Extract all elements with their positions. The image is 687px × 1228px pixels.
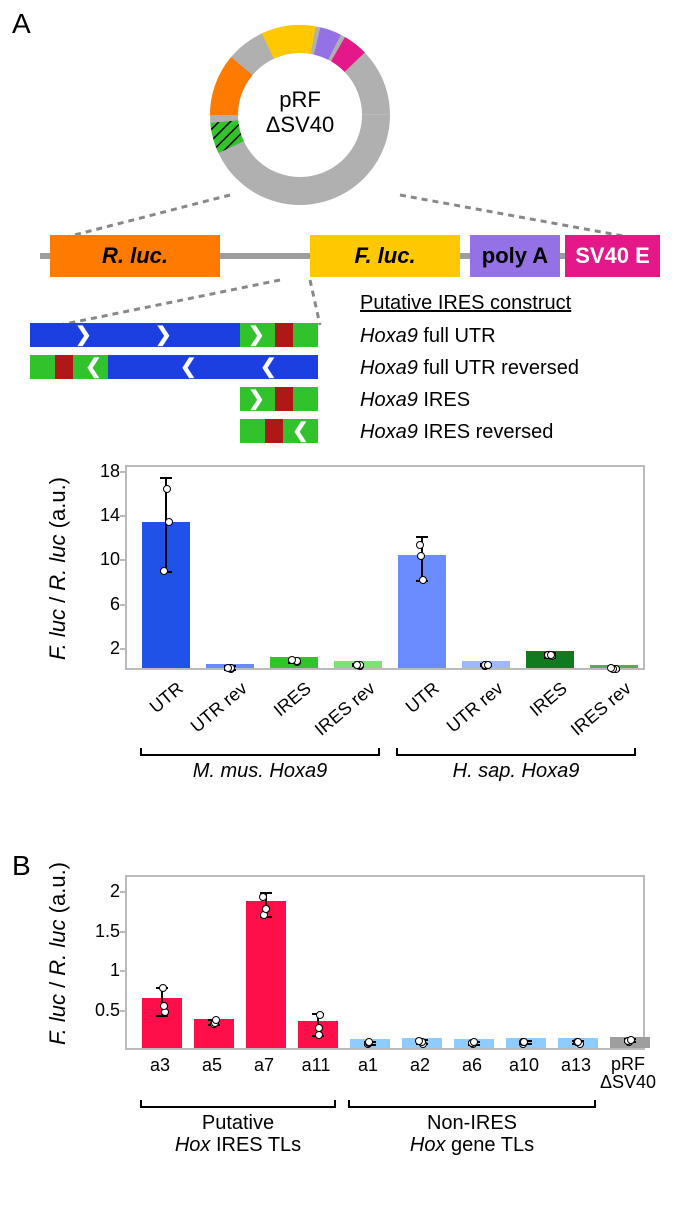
- construct-segment: [240, 419, 265, 443]
- group-label: H. sap. Hoxa9: [396, 760, 636, 783]
- group-label: M. mus. Hoxa9: [140, 760, 380, 783]
- y-tick: 10: [85, 549, 120, 570]
- data-point: [547, 651, 555, 659]
- y-tick: 6: [85, 594, 120, 615]
- y-tick: 1.5: [85, 921, 120, 942]
- chevron-icon: ❮: [292, 418, 309, 443]
- data-point: [288, 656, 296, 664]
- error-cap: [160, 477, 172, 479]
- x-label: a10: [496, 1055, 552, 1076]
- data-point: [353, 661, 361, 669]
- chart-a-plot: [125, 465, 645, 670]
- construct-row: ❮ ❮ ❮ Hoxa9 full UTR reversed: [30, 352, 660, 382]
- group-bracket: [348, 1100, 596, 1108]
- data-point: [316, 1011, 324, 1019]
- construct-label: Hoxa9 full UTR reversed: [360, 357, 579, 380]
- data-point: [315, 1024, 323, 1032]
- y-tick: 1: [85, 960, 120, 981]
- chevron-icon: ❮: [260, 354, 277, 379]
- panel-b-label: B: [12, 850, 31, 882]
- x-label: a13: [548, 1055, 604, 1076]
- y-tick: 2: [85, 638, 120, 659]
- chart-b-plot: [125, 875, 645, 1050]
- data-point: [160, 1002, 168, 1010]
- bar: [246, 901, 286, 1048]
- chart-a: F. luc / R. luc (a.u.) 26101418 UTRUTR r…: [65, 460, 655, 780]
- y-tick: 0.5: [85, 1000, 120, 1021]
- construct-segment: [30, 323, 240, 347]
- data-point: [417, 552, 425, 560]
- data-point: [159, 984, 167, 992]
- chart-a-ylabel: F. luc / R. luc (a.u.): [45, 477, 71, 660]
- data-point: [160, 567, 168, 575]
- error-cap: [416, 536, 428, 538]
- x-label: a1: [340, 1055, 396, 1076]
- construct-segment: [275, 387, 293, 411]
- construct-segment: [293, 323, 318, 347]
- group-label: Non-IRESHox gene TLs: [348, 1112, 596, 1156]
- linear-block: F. luc.: [310, 235, 460, 277]
- data-point: [574, 1038, 582, 1046]
- construct-row: ❯ Hoxa9 IRES: [30, 384, 660, 414]
- group-label: PutativeHox IRES TLs: [140, 1112, 336, 1156]
- x-label: a5: [184, 1055, 240, 1076]
- data-point: [262, 905, 270, 913]
- construct-row: ❯ ❯ ❯ Hoxa9 full UTR: [30, 320, 660, 350]
- x-label: a3: [132, 1055, 188, 1076]
- x-label: pRFΔSV40: [600, 1055, 656, 1091]
- x-label: a11: [288, 1055, 344, 1076]
- data-point: [470, 1038, 478, 1046]
- data-point: [416, 541, 424, 549]
- linear-block: R. luc.: [50, 235, 220, 277]
- chevron-icon: ❯: [248, 322, 265, 347]
- construct-segment: [265, 419, 283, 443]
- chevron-icon: ❮: [85, 354, 102, 379]
- chart-b-ylabel: F. luc / R. luc (a.u.): [45, 862, 71, 1045]
- construct-row: ❮ Hoxa9 IRES reversed: [30, 416, 660, 446]
- chevron-icon: ❯: [75, 322, 92, 347]
- construct-segment: [30, 355, 55, 379]
- chart-b: F. luc / R. luc (a.u.) 0.511.52 a3a5a7a1…: [65, 870, 655, 1120]
- construct-segment: [108, 355, 318, 379]
- construct-area: Putative IRES construct ❯❯❯Hoxa9 full UT…: [30, 320, 660, 448]
- group-bracket: [140, 748, 380, 756]
- construct-header: Putative IRES construct: [360, 292, 571, 315]
- group-bracket: [396, 748, 636, 756]
- data-point: [520, 1038, 528, 1046]
- data-point: [224, 664, 232, 672]
- linear-map: R. luc.F. luc.poly ASV40 E: [40, 235, 650, 285]
- y-tick: 18: [85, 461, 120, 482]
- y-tick: 2: [85, 881, 120, 902]
- y-tick: 14: [85, 505, 120, 526]
- data-point: [163, 485, 171, 493]
- construct-label: Hoxa9 IRES: [360, 389, 470, 412]
- data-point: [484, 661, 492, 669]
- chevron-icon: ❮: [180, 354, 197, 379]
- construct-segment: [293, 387, 318, 411]
- construct-label: Hoxa9 IRES reversed: [360, 421, 553, 444]
- construct-label: Hoxa9 full UTR: [360, 325, 496, 348]
- group-bracket: [140, 1100, 336, 1108]
- x-label: a2: [392, 1055, 448, 1076]
- linear-block: poly A: [470, 235, 560, 277]
- x-label: a7: [236, 1055, 292, 1076]
- chevron-icon: ❯: [155, 322, 172, 347]
- x-label: a6: [444, 1055, 500, 1076]
- construct-segment: [55, 355, 73, 379]
- construct-segment: [275, 323, 293, 347]
- linear-block: SV40 E: [565, 235, 660, 277]
- chevron-icon: ❯: [248, 386, 265, 411]
